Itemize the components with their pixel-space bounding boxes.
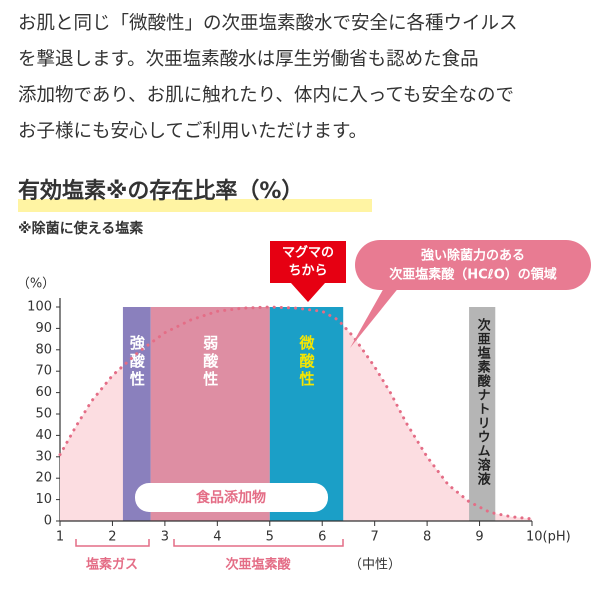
bracket-label: 次亜塩素酸 [225,557,291,573]
y-axis-label: （%） [17,277,55,292]
magma-label: マグマの [282,245,334,261]
x-tick-label: 1 [56,530,64,545]
paragraph-line: お子様にも安心してご利用いただけます。 [18,121,367,142]
y-tick-label: 30 [35,449,52,464]
series-line [58,305,534,521]
bracket-label: 塩素ガス [86,557,138,573]
y-tick-label: 70 [35,364,52,379]
callout-label: 強い除菌力のある [421,248,525,264]
bracket [75,539,150,547]
x-tick-label: 7 [371,530,379,545]
x-tick-label: 9 [475,530,483,545]
magma-label: ちから [288,264,327,279]
chart-subtitle: ※除菌に使える塩素 [18,220,143,237]
magma-box [270,241,346,283]
y-tick-label: 20 [35,471,52,486]
callout-label: 次亜塩素酸（HCℓO）の領域 [389,267,557,283]
paragraph-line: お肌と同じ「微酸性」の次亜塩素酸水で安全に各種ウイルス [18,13,518,34]
title-highlight [18,199,372,212]
callout-tail [350,286,400,348]
region-label: 弱酸性 [201,335,219,389]
y-tick-label: 40 [35,428,52,443]
food-additive-label: 食品添加物 [196,489,266,506]
callout-box [355,240,591,290]
x-tick-label: 6 [318,530,326,545]
y-tick-label: 50 [35,407,52,422]
x-tick-label: 8 [423,530,431,545]
x-tick-label: 10(pH) [526,530,571,545]
y-tick-label: 90 [35,321,52,336]
region-label: 微酸性 [297,334,315,389]
bracket [173,539,344,547]
neutral-label: （中性） [349,558,401,573]
y-tick-label: 0 [44,514,52,529]
x-tick-label: 5 [266,530,274,545]
y-tick-label: 60 [35,385,52,400]
chart-title: 有効塩素※の存在比率（%） [18,178,303,204]
paragraph: お肌と同じ「微酸性」の次亜塩素酸水で安全に各種ウイルス を撃退します。次亜塩素酸… [18,13,518,142]
x-tick-label: 3 [161,530,169,545]
region-label: 強酸性 [128,334,146,389]
y-tick-label: 100 [27,300,52,315]
y-tick-label: 80 [35,342,52,357]
x-tick-label: 2 [108,530,116,545]
paragraph-line: を撃退します。次亜塩素酸水は厚生労働省も認めた食品 [18,49,479,70]
x-tick-label: 4 [213,530,221,545]
magma-arrow [291,283,325,302]
food-additive-box [135,483,328,512]
y-tick-label: 10 [35,492,52,507]
ph-region [469,307,496,521]
region-label: 次亜塩素酸ナトリウム溶液 [475,317,491,486]
paragraph-line: 添加物であり、お肌に触れたり、体内に入っても安全なので [18,85,514,106]
